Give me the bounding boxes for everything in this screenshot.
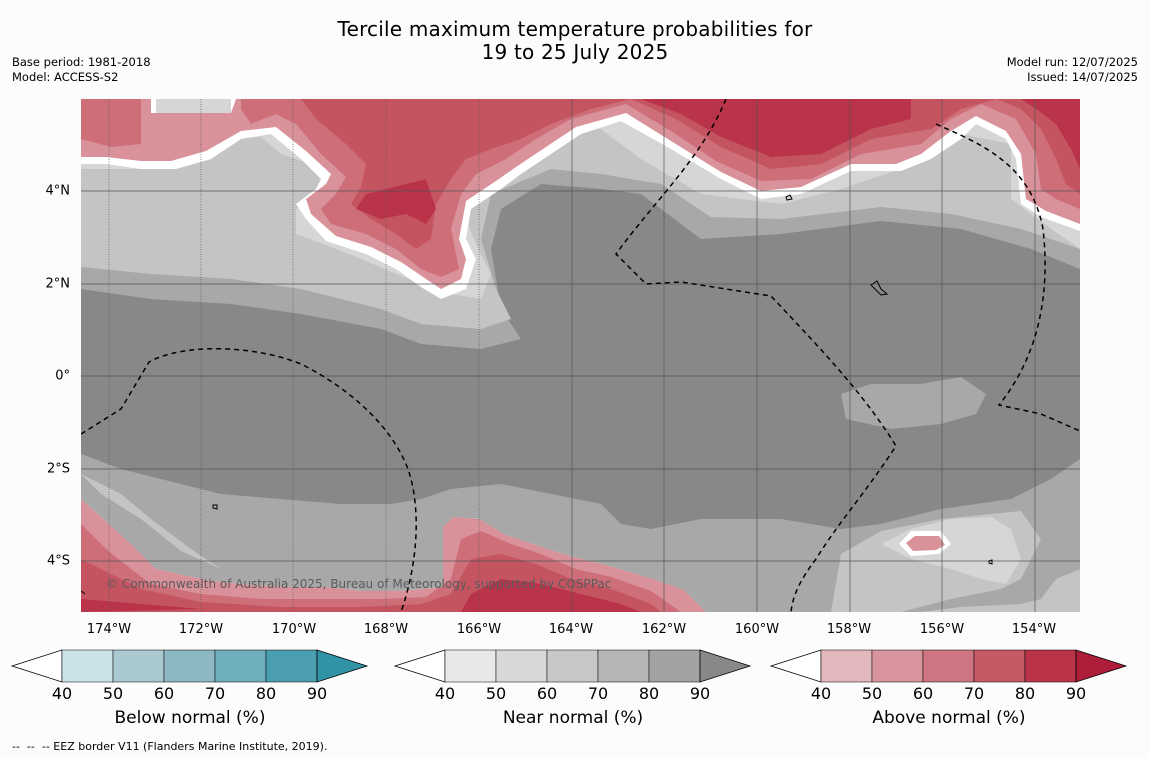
- colorbar-segment: [546, 649, 599, 683]
- colorbar-segment: [973, 649, 1026, 683]
- colorbar-near-normal: [393, 649, 752, 683]
- lon-label-166w: 166°W: [456, 622, 502, 637]
- colorbar-tick-label: 50: [861, 684, 883, 703]
- lon-label-158w: 158°W: [826, 622, 872, 637]
- colorbar-above-normal-svg: [769, 649, 1128, 683]
- colorbar-segment: [597, 649, 650, 683]
- chart-title: Tercile maximum temperature probabilitie…: [0, 18, 1150, 64]
- base-period: Base period: 1981-2018: [12, 55, 151, 69]
- colorbar-tick-label: 60: [912, 684, 934, 703]
- colorbar-tick-label: 60: [153, 684, 175, 703]
- above-normal-south-patch: [906, 536, 945, 551]
- eez-borders: [81, 99, 1080, 612]
- colorbar-tick-label: 70: [963, 684, 985, 703]
- colorbar-tick-label: 40: [51, 684, 73, 703]
- lon-label-164w: 164°W: [548, 622, 594, 637]
- lon-label-172w: 172°W: [178, 622, 224, 637]
- colorbar-segment: [265, 649, 318, 683]
- colorbar-below-normal-svg: [10, 649, 369, 683]
- colorbar-tick-label: 50: [485, 684, 507, 703]
- colorbar-near-normal-title: Near normal (%): [502, 708, 644, 728]
- colorbar-tick-label: 80: [1014, 684, 1036, 703]
- lat-label-2n: 2°N: [45, 276, 71, 292]
- colorbar-min-extension: [10, 649, 63, 683]
- colorbar-near-normal-svg: [393, 649, 752, 683]
- colorbar-tick-label: 80: [638, 684, 660, 703]
- colorbar-max-extension: [1075, 649, 1128, 683]
- colorbar-segment: [444, 649, 497, 683]
- colorbar-tick-label: 80: [255, 684, 277, 703]
- colorbar-tick-label: 90: [1065, 684, 1087, 703]
- colorbar-tick-label: 70: [587, 684, 609, 703]
- lon-label-156w: 156°W: [919, 622, 965, 637]
- title-line-2: 19 to 25 July 2025: [481, 40, 669, 64]
- near-normal-70-south: [81, 474, 1080, 612]
- map-svg: [81, 99, 1080, 612]
- colorbar-tick-label: 60: [536, 684, 558, 703]
- footer-legend-note: -- -- -- EEZ border V11 (Flanders Marine…: [12, 740, 328, 753]
- model-name: Model: ACCESS-S2: [12, 70, 119, 84]
- lat-label-0: 0°: [55, 368, 70, 384]
- colorbar-tick-label: 90: [689, 684, 711, 703]
- colorbar-min-extension: [769, 649, 822, 683]
- colorbar-segment: [648, 649, 701, 683]
- near-normal-patch-top: [156, 99, 231, 113]
- above-normal-70-north: [301, 99, 1080, 249]
- above-normal-80-north: [356, 99, 1080, 224]
- colorbar-tick-label: 40: [810, 684, 832, 703]
- colorbar-tick-label: 90: [306, 684, 328, 703]
- copyright-note: © Commonwealth of Australia 2025, Bureau…: [106, 577, 612, 591]
- colorbar-tick-label: 40: [434, 684, 456, 703]
- colorbar-segment: [820, 649, 873, 683]
- colorbar-below-normal: [10, 649, 369, 683]
- colorbar-segment: [214, 649, 267, 683]
- lat-label-4s: 4°S: [46, 553, 70, 569]
- colorbar-min-extension: [393, 649, 446, 683]
- lat-label-2s: 2°S: [46, 461, 70, 477]
- lon-label-154w: 154°W: [1011, 622, 1057, 637]
- lon-label-174w: 174°W: [86, 622, 132, 637]
- lon-label-160w: 160°W: [734, 622, 780, 637]
- colorbar-segment: [163, 649, 216, 683]
- lat-label-4n: 4°N: [45, 183, 71, 199]
- colorbar-segment: [495, 649, 548, 683]
- issued-date: Issued: 14/07/2025: [1027, 70, 1138, 84]
- colorbar-above-normal-title: Above normal (%): [872, 708, 1026, 728]
- near-normal-80-equator-patch: [841, 377, 986, 429]
- gridlines: [81, 99, 1080, 612]
- colorbar-segment: [871, 649, 924, 683]
- near-normal-80-south: [81, 454, 1080, 612]
- colorbar-segment: [922, 649, 975, 683]
- colorbar-segment: [61, 649, 114, 683]
- islands: [81, 194, 993, 595]
- colorbar-max-extension: [699, 649, 752, 683]
- title-line-1: Tercile maximum temperature probabilitie…: [337, 17, 813, 41]
- colorbar-above-normal: [769, 649, 1128, 683]
- model-run: Model run: 12/07/2025: [1006, 55, 1138, 69]
- colorbar-tick-label: 70: [204, 684, 226, 703]
- meta-right: Model run: 12/07/2025 Issued: 14/07/2025: [1007, 55, 1138, 85]
- colorbar-max-extension: [316, 649, 369, 683]
- colorbar-tick-label: 50: [102, 684, 124, 703]
- lon-label-170w: 170°W: [271, 622, 317, 637]
- above-normal-80-south: [81, 579, 641, 612]
- colorbar-segment: [1024, 649, 1077, 683]
- colorbar-below-normal-title: Below normal (%): [114, 708, 266, 728]
- meta-left: Base period: 1981-2018 Model: ACCESS-S2: [12, 55, 151, 85]
- probability-map: [81, 99, 1080, 612]
- colorbar-segment: [112, 649, 165, 683]
- lon-label-162w: 162°W: [641, 622, 687, 637]
- lon-label-168w: 168°W: [363, 622, 409, 637]
